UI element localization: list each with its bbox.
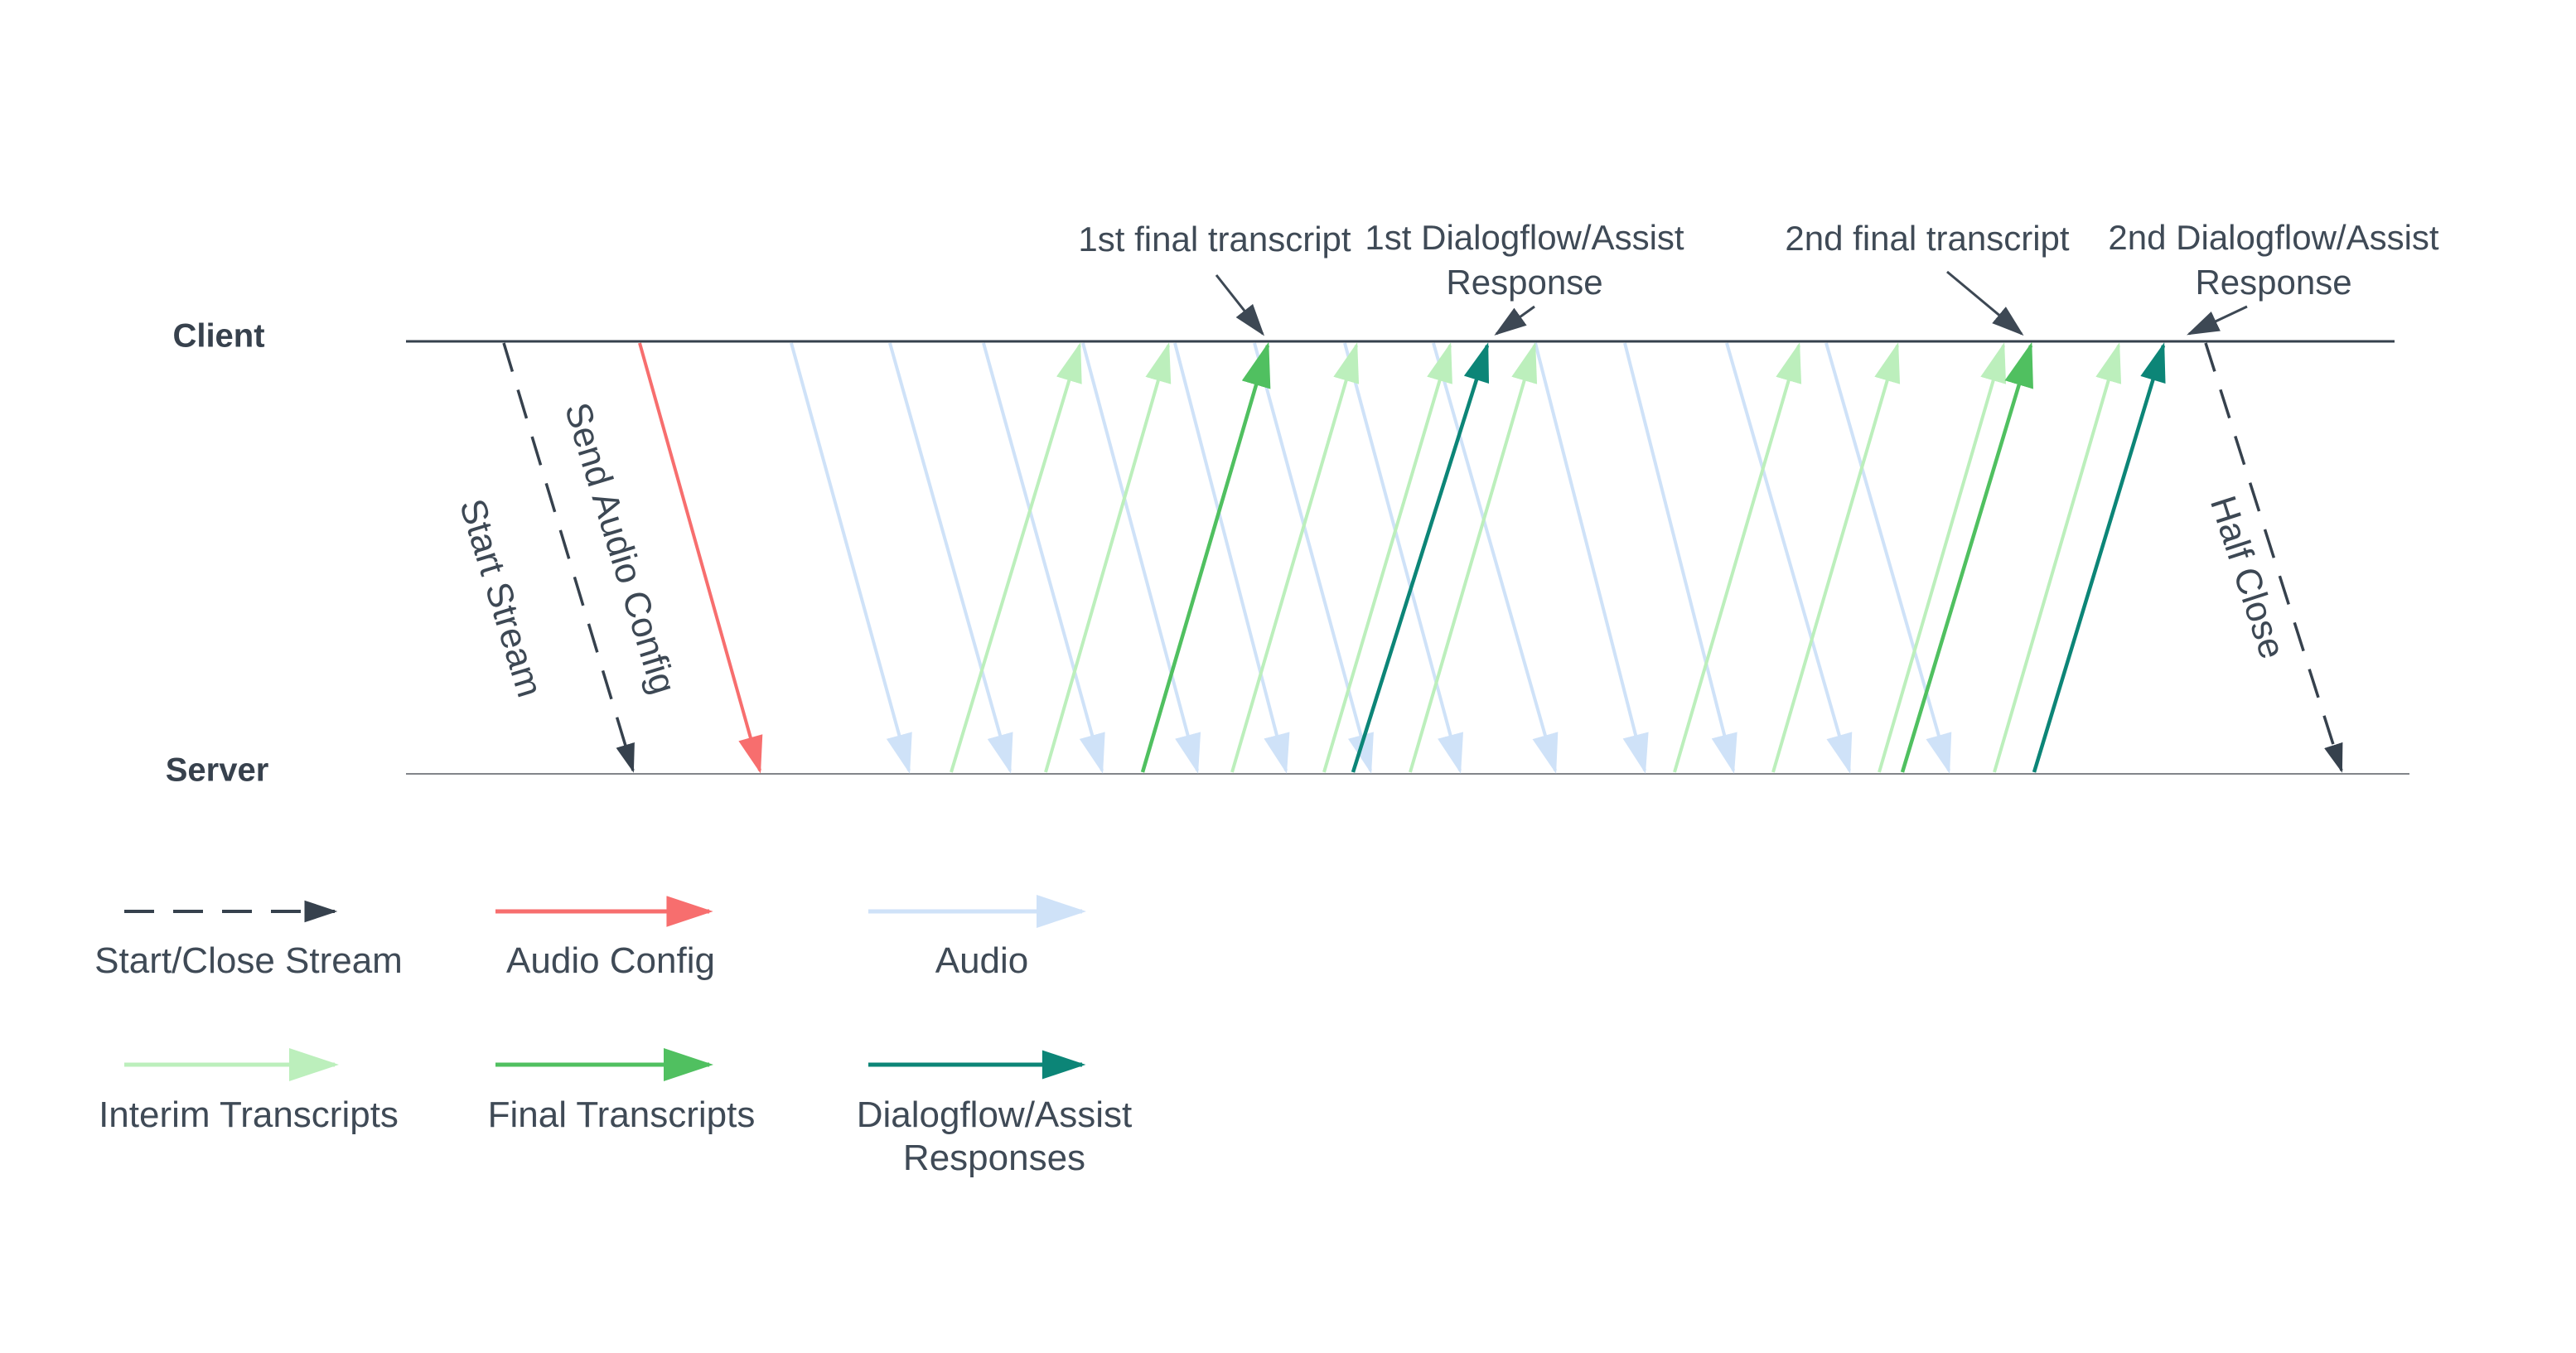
audio-arrow (1534, 342, 1649, 774)
interim-transcript-arrow (1993, 342, 2122, 773)
annotation-1st-final-transcript: 1st final transcript (1078, 217, 1351, 262)
annotation-2nd-dialogflow-response: 2nd Dialogflow/Assist Response (2108, 215, 2438, 305)
audio-arrow (1081, 342, 1201, 774)
annotation-line: 2nd final transcript (1785, 219, 2070, 258)
annotation-2nd-final-transcript: 2nd final transcript (1785, 216, 2069, 261)
interim-transcript-arrow (1044, 342, 1172, 773)
audio-arrow (1173, 342, 1290, 774)
start-stream-arrow (502, 342, 635, 773)
final-transcript-arrow (1140, 341, 1271, 773)
annotation-1st-final-transcript-arrow (1215, 274, 1265, 336)
annotation-line: 1st Dialogflow/Assist (1365, 218, 1684, 257)
annotation-line: Response (1446, 263, 1603, 302)
audio-arrow (1824, 342, 1952, 774)
client-lifeline-label: Client (172, 317, 265, 355)
annotation-line: 2nd Dialogflow/Assist (2108, 218, 2439, 257)
legend-label-start-close-stream: Start/Close Stream (94, 940, 403, 981)
audio-arrow (1725, 342, 1853, 774)
interim-transcript-arrow (1322, 342, 1452, 773)
legend-label-audio-config: Audio Config (506, 940, 715, 981)
annotation-2nd-dialogflow-arrow (2187, 305, 2248, 336)
send-audio-config-arrow (638, 342, 763, 774)
legend-label-audio: Audio (935, 940, 1029, 981)
audio-arrow (982, 342, 1105, 774)
interim-transcript-arrow (1673, 342, 1802, 773)
legend-label-dialogflow-responses: Dialogflow/Assist Responses (856, 1094, 1133, 1178)
dialogflow-response-arrow (2032, 342, 2166, 773)
interim-transcript-arrow (1409, 342, 1538, 773)
annotation-line: Response (2195, 263, 2352, 302)
audio-arrow (888, 342, 1013, 774)
legend-label-interim-transcripts: Interim Transcripts (99, 1094, 399, 1135)
interim-transcript-arrow (950, 342, 1082, 773)
audio-arrow (1253, 342, 1374, 774)
interim-transcript-arrow (1878, 342, 2007, 773)
final-transcript-arrow (1900, 341, 2033, 773)
audio-arrow (1432, 342, 1559, 774)
annotation-2nd-final-transcript-arrow (1946, 270, 2024, 336)
interim-transcript-arrow (1771, 342, 1901, 773)
dialogflow-response-arrow (1351, 342, 1490, 773)
server-lifeline-label: Server (165, 751, 269, 789)
audio-arrow (1623, 342, 1737, 774)
audio-arrow (1343, 342, 1464, 774)
audio-arrow (790, 342, 912, 774)
legend-label-final-transcripts: Final Transcripts (487, 1094, 756, 1135)
annotation-line: 1st final transcript (1078, 220, 1351, 259)
annotation-1st-dialogflow-response: 1st Dialogflow/Assist Response (1365, 215, 1684, 305)
half-close-arrow (2204, 342, 2343, 773)
interim-transcript-arrow (1230, 342, 1360, 773)
annotation-1st-dialogflow-arrow (1494, 305, 1535, 336)
